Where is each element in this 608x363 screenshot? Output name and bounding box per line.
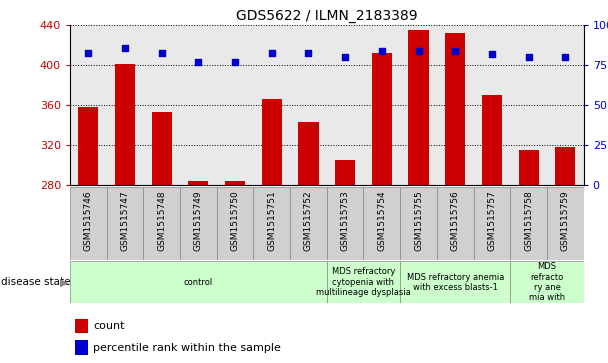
Bar: [299, 122, 319, 185]
Bar: [327, 261, 400, 303]
Bar: [364, 187, 400, 260]
Bar: [409, 30, 429, 185]
Point: [83, 50, 93, 56]
Bar: [70, 187, 106, 260]
Text: GSM1515750: GSM1515750: [230, 191, 240, 251]
Text: GSM1515757: GSM1515757: [488, 191, 497, 251]
Point: [377, 48, 387, 54]
Bar: [143, 187, 180, 260]
Bar: [106, 187, 143, 260]
Text: GSM1515746: GSM1515746: [84, 191, 93, 251]
Title: GDS5622 / ILMN_2183389: GDS5622 / ILMN_2183389: [236, 9, 418, 23]
Bar: [151, 112, 171, 185]
Point: [413, 48, 423, 54]
Bar: [326, 25, 364, 185]
Bar: [78, 107, 98, 185]
Point: [523, 54, 533, 60]
Bar: [180, 187, 216, 260]
Text: GSM1515758: GSM1515758: [524, 191, 533, 251]
Bar: [371, 53, 392, 185]
Point: [303, 50, 313, 56]
Bar: [180, 25, 216, 185]
Text: GSM1515756: GSM1515756: [451, 191, 460, 251]
Bar: [437, 187, 474, 260]
Bar: [106, 25, 143, 185]
Point: [157, 50, 167, 56]
Point: [451, 48, 460, 54]
Bar: [400, 187, 437, 260]
Bar: [437, 25, 474, 185]
Bar: [75, 319, 88, 333]
Bar: [327, 187, 364, 260]
Text: MDS refractory anemia
with excess blasts-1: MDS refractory anemia with excess blasts…: [407, 273, 504, 292]
Text: GSM1515759: GSM1515759: [561, 191, 570, 251]
Bar: [400, 25, 437, 185]
Bar: [547, 187, 584, 260]
Point: [561, 54, 570, 60]
Bar: [335, 160, 355, 185]
Text: GSM1515747: GSM1515747: [120, 191, 130, 251]
Bar: [225, 181, 245, 185]
Bar: [75, 340, 88, 355]
Text: GSM1515751: GSM1515751: [268, 191, 276, 251]
Bar: [445, 33, 465, 185]
Text: GSM1515754: GSM1515754: [378, 191, 386, 251]
Bar: [70, 25, 106, 185]
Text: percentile rank within the sample: percentile rank within the sample: [93, 343, 281, 352]
Text: disease state: disease state: [1, 277, 74, 287]
Bar: [115, 64, 135, 185]
Bar: [254, 25, 290, 185]
Bar: [474, 187, 510, 260]
Text: GSM1515748: GSM1515748: [157, 191, 166, 251]
Bar: [290, 187, 327, 260]
Bar: [70, 261, 327, 303]
Bar: [216, 25, 254, 185]
Point: [230, 59, 240, 65]
Text: GSM1515752: GSM1515752: [304, 191, 313, 251]
Bar: [400, 261, 510, 303]
Bar: [290, 25, 327, 185]
Point: [267, 50, 277, 56]
Bar: [547, 25, 584, 185]
Bar: [216, 187, 254, 260]
Text: GSM1515755: GSM1515755: [414, 191, 423, 251]
Bar: [510, 187, 547, 260]
Bar: [482, 95, 502, 185]
Point: [340, 54, 350, 60]
Text: GSM1515749: GSM1515749: [194, 191, 203, 251]
Text: control: control: [184, 278, 213, 287]
Text: MDS refractory
cytopenia with
multilineage dysplasia: MDS refractory cytopenia with multilinea…: [316, 267, 411, 297]
Text: GSM1515753: GSM1515753: [340, 191, 350, 251]
Bar: [510, 25, 547, 185]
Bar: [510, 261, 584, 303]
Bar: [188, 181, 209, 185]
Text: count: count: [93, 321, 125, 331]
Bar: [364, 25, 400, 185]
Point: [120, 45, 130, 51]
Point: [487, 51, 497, 57]
Bar: [254, 187, 290, 260]
Bar: [474, 25, 510, 185]
Bar: [519, 150, 539, 185]
Text: MDS
refracto
ry ane
mia with: MDS refracto ry ane mia with: [529, 262, 565, 302]
Text: ▶: ▶: [60, 277, 68, 287]
Bar: [143, 25, 180, 185]
Point: [193, 59, 203, 65]
Bar: [261, 99, 282, 185]
Bar: [555, 147, 575, 185]
